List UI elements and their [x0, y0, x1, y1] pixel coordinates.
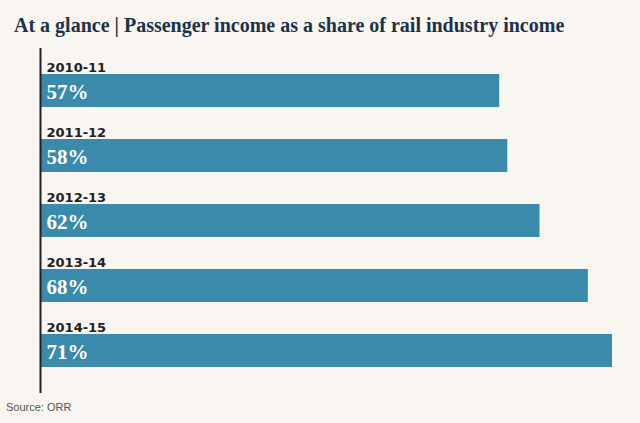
svg-text:62%: 62% — [47, 210, 89, 234]
svg-text:2012-13: 2012-13 — [47, 190, 107, 205]
svg-text:68%: 68% — [47, 275, 89, 299]
svg-text:2010-11: 2010-11 — [47, 60, 107, 75]
svg-text:2014-15: 2014-15 — [47, 320, 107, 335]
svg-text:57%: 57% — [47, 80, 89, 104]
html-text:At a glance | Passenger income: At a glance | Passenger income as a shar… — [14, 14, 565, 36]
svg-text:58%: 58% — [47, 145, 89, 169]
svg-text:2013-14: 2013-14 — [47, 255, 107, 270]
svg-text:71%: 71% — [47, 340, 89, 364]
html-text:Source: ORR: Source: ORR — [6, 401, 72, 413]
svg-text:2011-12: 2011-12 — [47, 125, 107, 140]
